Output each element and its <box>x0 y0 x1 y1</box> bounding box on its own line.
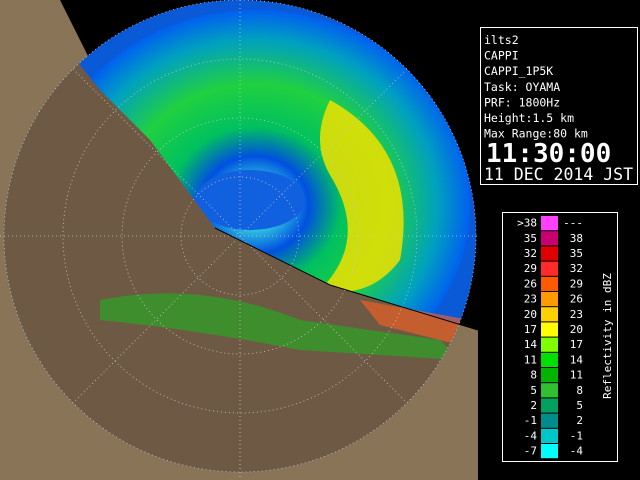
legend-title: Reflectivity in dBZ <box>601 273 614 399</box>
legend-swatch <box>541 337 558 352</box>
legend-low: 5 <box>530 384 537 397</box>
info-line: PRF: 1800Hz <box>484 95 560 109</box>
info-box <box>480 27 638 185</box>
legend: >38 --- 35 38 32 35 29 32 26 29 23 26 20 23 17 20 14 17 11… <box>517 216 584 459</box>
legend-low: 14 <box>524 338 538 351</box>
time: 11:30:00 <box>486 139 611 169</box>
legend-high: 8 <box>576 384 583 397</box>
legend-swatch <box>541 444 558 459</box>
legend-high: 23 <box>570 308 583 321</box>
legend-high: -4 <box>570 445 584 458</box>
info-line: Height:1.5 km <box>484 111 574 125</box>
legend-high: -1 <box>570 429 583 442</box>
legend-low: 29 <box>524 262 537 275</box>
legend-swatch <box>541 368 558 383</box>
legend-low: 23 <box>524 293 537 306</box>
legend-low: 2 <box>530 399 537 412</box>
legend-high: --- <box>563 217 583 230</box>
info-line: CAPPI <box>484 49 519 63</box>
legend-low: 8 <box>530 369 537 382</box>
legend-box <box>502 212 618 462</box>
legend-swatch <box>541 428 558 443</box>
legend-low: 11 <box>524 353 537 366</box>
legend-high: 2 <box>576 414 583 427</box>
legend-low: 32 <box>524 247 537 260</box>
legend-swatch <box>541 216 558 231</box>
legend-high: 32 <box>570 262 583 275</box>
legend-low: 35 <box>524 232 537 245</box>
legend-low: -7 <box>524 445 537 458</box>
legend-swatch <box>541 307 558 322</box>
legend-swatch <box>541 413 558 428</box>
legend-low: >38 <box>517 217 537 230</box>
legend-low: 26 <box>524 277 537 290</box>
legend-high: 17 <box>570 338 583 351</box>
info-line: Task: OYAMA <box>484 80 560 94</box>
legend-swatch <box>541 261 558 276</box>
legend-high: 14 <box>570 353 584 366</box>
legend-swatch <box>541 292 558 307</box>
legend-high: 26 <box>570 293 583 306</box>
legend-high: 35 <box>570 247 583 260</box>
legend-high: 20 <box>570 323 583 336</box>
legend-low: 17 <box>524 323 537 336</box>
legend-swatch <box>541 383 558 398</box>
legend-swatch <box>541 398 558 413</box>
date: 11 DEC 2014 JST <box>484 165 633 184</box>
info-line: ilts2 <box>484 33 519 47</box>
legend-high: 5 <box>576 399 583 412</box>
legend-low: -1 <box>524 414 537 427</box>
info-line: CAPPI_1P5K <box>484 64 553 78</box>
legend-swatch <box>541 352 558 367</box>
legend-high: 29 <box>570 277 583 290</box>
legend-low: 20 <box>524 308 537 321</box>
legend-swatch <box>541 246 558 261</box>
legend-swatch <box>541 231 558 246</box>
radar-map <box>0 0 478 480</box>
legend-swatch <box>541 322 558 337</box>
legend-high: 11 <box>570 369 583 382</box>
legend-low: -4 <box>524 429 538 442</box>
info-line: Max Range:80 km <box>484 127 588 141</box>
legend-swatch <box>541 276 558 291</box>
legend-high: 38 <box>570 232 583 245</box>
